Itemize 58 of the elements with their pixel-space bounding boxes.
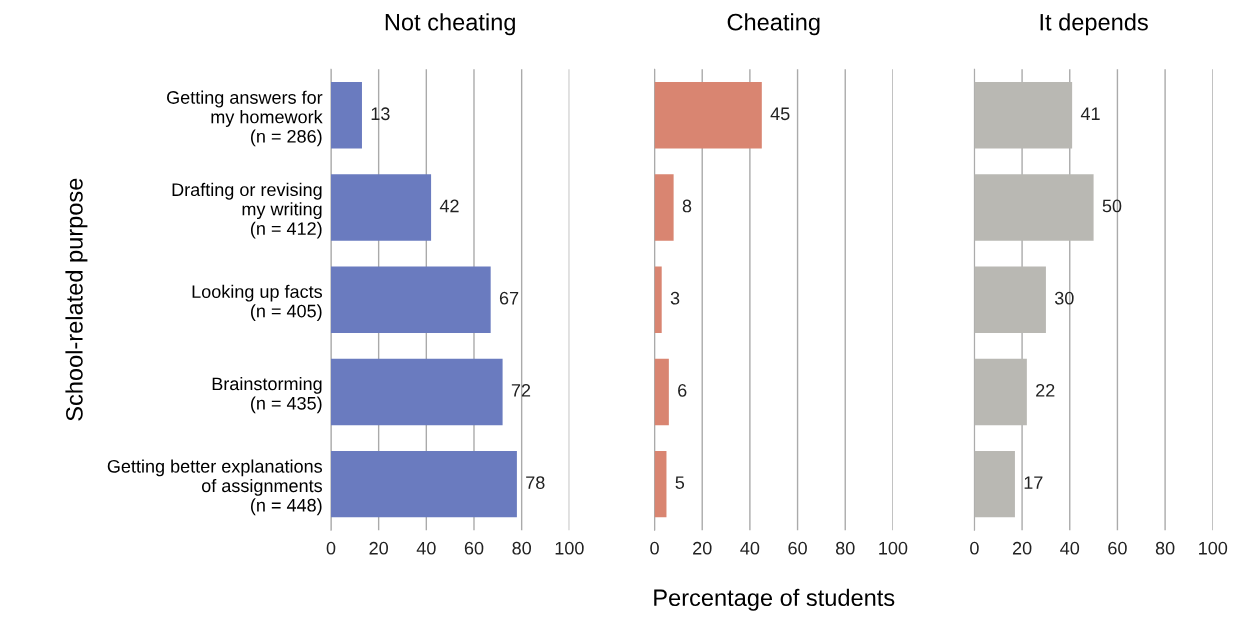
data-label: 41 (1080, 107, 1100, 120)
data-label: 13 (371, 107, 390, 121)
y-tick-label: Getting answers for my homework (n = 286) (167, 90, 323, 147)
x-tick-label: 80 (1155, 541, 1175, 555)
y-axis-title: School-related purpose (65, 178, 88, 421)
x-tick-label: 80 (512, 541, 531, 555)
bar (330, 82, 362, 149)
bar (330, 266, 491, 333)
y-tick-label: Brainstorming (n = 435) (212, 376, 322, 414)
data-label: 30 (1054, 291, 1074, 305)
data-label: 17 (1024, 476, 1043, 489)
x-tick-label: 80 (835, 541, 855, 555)
bar (974, 82, 1073, 149)
chart-title: It depends (1040, 13, 1148, 36)
data-label: 45 (770, 107, 790, 121)
x-tick-label: 60 (1108, 541, 1127, 555)
data-label: 78 (526, 476, 545, 489)
data-label: 8 (682, 199, 692, 213)
x-tick-label: 100 (555, 541, 584, 555)
x-tick-label: 20 (693, 541, 712, 555)
x-tick-label: 40 (416, 541, 436, 555)
x-tick-label: 60 (788, 541, 807, 555)
x-tick-label: 60 (464, 541, 484, 555)
x-tick-label: 20 (1012, 541, 1032, 555)
y-tick-label: Drafting or revising my writing (n = 412) (172, 182, 322, 239)
bar (654, 450, 667, 518)
x-tick-label: 0 (326, 541, 336, 555)
bar (654, 174, 674, 241)
x-tick-label: 0 (650, 541, 659, 555)
x-tick-label: 40 (740, 541, 760, 555)
x-axis-title: Percentage of students (654, 588, 895, 611)
bar (654, 82, 762, 149)
x-tick-label: 40 (1060, 541, 1080, 555)
data-label: 5 (675, 476, 685, 489)
x-tick-label: 100 (879, 541, 908, 555)
x-tick-label: 100 (1199, 541, 1228, 555)
data-label: 6 (678, 383, 687, 397)
chart-title: Not cheating (385, 13, 515, 36)
x-tick-label: 0 (970, 541, 979, 555)
data-label: 42 (439, 199, 459, 213)
x-tick-label: 20 (369, 541, 388, 555)
data-label: 50 (1102, 199, 1122, 213)
chart-title: Cheating (727, 13, 820, 36)
data-label: 3 (670, 291, 680, 305)
bar (330, 358, 503, 426)
bar (974, 174, 1094, 241)
bar (974, 450, 1015, 518)
bar (974, 266, 1046, 333)
data-label: 67 (499, 291, 519, 305)
bar (654, 266, 662, 333)
bar (330, 450, 517, 518)
data-label: 72 (511, 383, 531, 397)
bar (654, 358, 669, 426)
data-label: 22 (1036, 383, 1055, 397)
bar (974, 358, 1027, 426)
bar (330, 174, 432, 241)
y-tick-label: Looking up facts (n = 405) (192, 284, 322, 322)
y-tick-label: Getting better explanations of assignments (n = 448) (107, 459, 323, 516)
